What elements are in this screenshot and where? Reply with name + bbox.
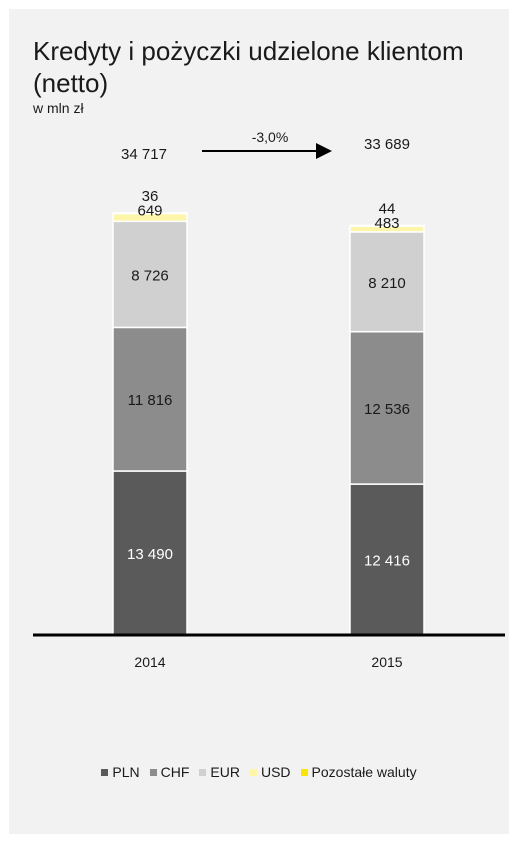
x-tick-label-2015: 2015	[371, 654, 402, 670]
value-label-usd-2015: 483	[374, 215, 399, 232]
legend-swatch-usd	[249, 768, 257, 776]
bar-segment-pln-2015	[349, 483, 425, 636]
legend-label-usd: USD	[260, 764, 291, 780]
legend-label-chf: CHF	[160, 764, 190, 780]
value-label-pozostale-waluty-2014: 36	[142, 188, 159, 205]
legend-label-pln: PLN	[112, 764, 140, 780]
legend-item-pln: PLN	[101, 764, 140, 780]
chart-card: Kredyty i pożyczki udzielone klientom (n…	[9, 9, 509, 834]
value-label-usd-2014: 649	[137, 202, 162, 219]
bar-segment-pozostale-waluty-2015	[349, 224, 425, 227]
value-label-chf-2014: 11 816	[128, 392, 173, 409]
value-label-eur-2015: 8 210	[368, 275, 406, 292]
legend-label-pozostale-waluty: Pozostałe waluty	[311, 764, 417, 780]
legend-item-eur: EUR	[199, 764, 240, 780]
bar-segment-pozostale-waluty-2014	[112, 212, 188, 215]
legend-swatch-eur	[199, 768, 207, 776]
total-label-2015: 33 689	[364, 136, 410, 153]
total-label-2014: 34 717	[121, 146, 167, 163]
legend-item-chf: CHF	[149, 764, 190, 780]
bar-segment-pln-2014	[112, 470, 188, 636]
legend-label-eur: EUR	[210, 764, 240, 780]
value-label-eur-2014: 8 726	[131, 267, 169, 284]
x-tick-label-2014: 2014	[134, 654, 165, 670]
value-label-pozostale-waluty-2015: 44	[379, 200, 396, 217]
bar-segment-eur-2015	[349, 231, 425, 333]
value-label-pln-2015: 12 416	[364, 553, 410, 570]
chart-unit-label: w mln zł	[33, 100, 84, 116]
chart-legend: PLN CHF EUR USD Pozostałe waluty	[9, 764, 509, 780]
change-arrow-head-icon	[316, 143, 332, 159]
change-label: -3,0%	[252, 129, 289, 145]
value-label-chf-2015: 12 536	[364, 401, 410, 418]
chart-title: Kredyty i pożyczki udzielone klientom (n…	[33, 36, 464, 98]
legend-swatch-pozostale-waluty	[300, 768, 308, 776]
legend-swatch-chf	[149, 768, 157, 776]
bar-segment-chf-2015	[349, 330, 425, 485]
legend-item-usd: USD	[249, 764, 291, 780]
legend-item-pozostale-waluty: Pozostałe waluty	[300, 764, 417, 780]
bar-segment-chf-2014	[112, 326, 188, 472]
legend-swatch-pln	[101, 768, 109, 776]
value-label-pln-2014: 13 490	[127, 546, 173, 563]
